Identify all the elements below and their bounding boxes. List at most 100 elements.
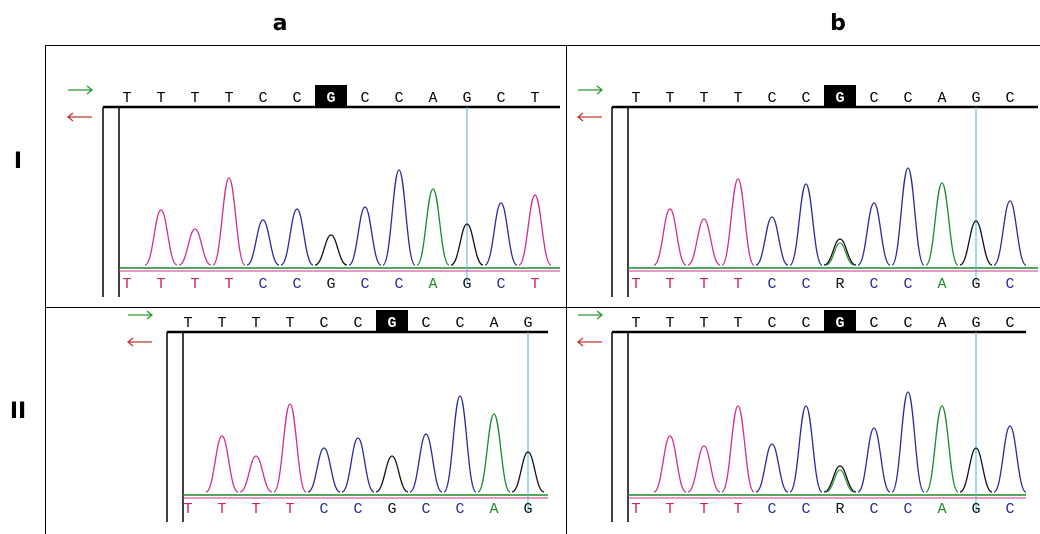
chromatogram-panel: TTTTCCGCCAGCTTTTCCRCCAGC bbox=[578, 85, 1038, 297]
trace-peak bbox=[790, 184, 822, 265]
base-call: T bbox=[224, 276, 233, 293]
sequence-letter: C bbox=[455, 315, 464, 332]
base-call: C bbox=[1005, 501, 1014, 518]
sequence-letter: T bbox=[530, 90, 539, 107]
trace-peak bbox=[417, 189, 449, 265]
base-call: G bbox=[462, 276, 471, 293]
base-call: C bbox=[394, 276, 403, 293]
sequence-letter: A bbox=[428, 90, 437, 107]
chromatogram-panel: TTTTCCGCCAGTTTTCCGCCAG bbox=[128, 310, 548, 522]
sequence-letter: T bbox=[285, 315, 294, 332]
base-call: T bbox=[733, 276, 742, 293]
sequence-letter: C bbox=[767, 90, 776, 107]
forward-arrow bbox=[128, 311, 152, 319]
sequence-letter: T bbox=[183, 315, 192, 332]
sequence-letter: T bbox=[190, 90, 199, 107]
sequence-letter: G bbox=[971, 90, 980, 107]
reverse-arrow bbox=[68, 113, 92, 121]
trace-peak bbox=[247, 220, 279, 265]
sequence-letter: C bbox=[869, 90, 878, 107]
trace-peak bbox=[722, 179, 754, 265]
trace-peak bbox=[349, 207, 381, 265]
sequence-letter: A bbox=[489, 315, 498, 332]
trace-peak bbox=[994, 426, 1026, 492]
sequence-letter: C bbox=[903, 315, 912, 332]
base-call: A bbox=[937, 501, 946, 518]
sequence-letter: T bbox=[733, 90, 742, 107]
trace-peak bbox=[722, 406, 754, 492]
base-call: G bbox=[387, 501, 396, 518]
trace-peak bbox=[376, 456, 408, 492]
base-call: T bbox=[665, 501, 674, 518]
base-call: T bbox=[285, 501, 294, 518]
sequence-letter: G bbox=[326, 90, 335, 107]
trace-peak bbox=[858, 203, 890, 265]
trace-peak bbox=[654, 436, 686, 492]
sequence-letter: T bbox=[699, 315, 708, 332]
base-call: C bbox=[353, 501, 362, 518]
base-call: C bbox=[319, 501, 328, 518]
reverse-arrow bbox=[578, 338, 602, 346]
trace-peak bbox=[213, 178, 245, 265]
base-call: T bbox=[631, 276, 640, 293]
base-call: C bbox=[360, 276, 369, 293]
sequence-letter: C bbox=[394, 90, 403, 107]
sequence-letter: C bbox=[360, 90, 369, 107]
base-call: T bbox=[156, 276, 165, 293]
trace-peak bbox=[145, 210, 177, 265]
row-label: II bbox=[10, 399, 26, 424]
trace-peak bbox=[892, 168, 924, 265]
base-call: C bbox=[801, 501, 810, 518]
trace-peak bbox=[858, 428, 890, 492]
trace-peak bbox=[826, 470, 854, 492]
trace-peak bbox=[688, 446, 720, 492]
base-call: C bbox=[455, 501, 464, 518]
trace-peak bbox=[688, 219, 720, 265]
base-call: R bbox=[835, 501, 844, 518]
sequence-letter: A bbox=[937, 315, 946, 332]
base-call: G bbox=[523, 501, 532, 518]
row-label: I bbox=[14, 149, 22, 174]
trace-peak bbox=[485, 203, 517, 265]
base-call: C bbox=[767, 276, 776, 293]
base-call: A bbox=[428, 276, 437, 293]
sequence-letter: C bbox=[869, 315, 878, 332]
trace-peak bbox=[926, 406, 958, 492]
sequence-letter: C bbox=[767, 315, 776, 332]
figure: a b I II TTTTCCGCCAGCTTTTTCCGCCAGCTTTTTC… bbox=[0, 0, 1040, 534]
sequence-letter: G bbox=[835, 315, 844, 332]
base-call: T bbox=[530, 276, 539, 293]
sequence-letter: T bbox=[733, 315, 742, 332]
sequence-letter: G bbox=[971, 315, 980, 332]
base-call: C bbox=[869, 501, 878, 518]
trace-peak bbox=[826, 243, 854, 265]
trace-peak bbox=[274, 404, 306, 492]
sequence-letter: T bbox=[665, 90, 674, 107]
sequence-letter: C bbox=[292, 90, 301, 107]
trace-peak bbox=[315, 235, 347, 265]
reverse-arrow bbox=[128, 338, 152, 346]
sequence-letter: C bbox=[421, 315, 430, 332]
trace-peak bbox=[444, 396, 476, 492]
trace-peak bbox=[410, 434, 442, 492]
trace-peak bbox=[519, 195, 551, 265]
base-call: A bbox=[489, 501, 498, 518]
sequence-letter: T bbox=[631, 90, 640, 107]
base-call: C bbox=[903, 276, 912, 293]
sequence-letter: C bbox=[496, 90, 505, 107]
trace-peak bbox=[478, 414, 510, 492]
base-call: T bbox=[699, 501, 708, 518]
base-call: C bbox=[292, 276, 301, 293]
base-call: T bbox=[251, 501, 260, 518]
sequence-letter: C bbox=[319, 315, 328, 332]
base-call: G bbox=[971, 501, 980, 518]
forward-arrow bbox=[578, 86, 602, 94]
trace-peak bbox=[206, 436, 238, 492]
trace-peak bbox=[342, 438, 374, 492]
base-call: C bbox=[903, 501, 912, 518]
sequence-letter: T bbox=[122, 90, 131, 107]
forward-arrow bbox=[578, 311, 602, 319]
trace-peak bbox=[308, 448, 340, 492]
forward-arrow bbox=[68, 86, 92, 94]
